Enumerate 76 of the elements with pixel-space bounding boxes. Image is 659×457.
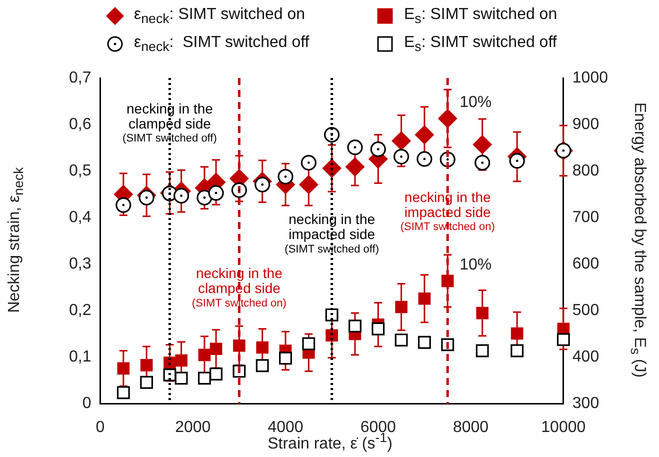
y-tick-label: 0,3 xyxy=(68,256,92,273)
point xyxy=(394,334,408,346)
point xyxy=(394,148,410,164)
y2-tick-label: 800 xyxy=(572,162,600,180)
point xyxy=(395,300,408,314)
point xyxy=(173,188,190,204)
x-tick-label: 0 xyxy=(96,418,105,436)
point xyxy=(256,359,269,372)
point xyxy=(438,108,458,128)
point xyxy=(138,190,154,206)
point xyxy=(416,151,432,167)
point xyxy=(476,344,489,358)
point xyxy=(510,327,524,340)
x-tick-label: 10000 xyxy=(541,418,586,436)
x-tick-label: 2000 xyxy=(175,418,211,436)
y2-tick-label: 1000 xyxy=(572,69,608,86)
point xyxy=(117,362,130,375)
point xyxy=(140,376,154,389)
point xyxy=(256,341,269,354)
point xyxy=(210,342,222,356)
point xyxy=(299,175,318,194)
annotation: necking in the impacted side (SIMT switched off) xyxy=(284,211,379,256)
point xyxy=(175,354,188,367)
point xyxy=(418,336,431,349)
point xyxy=(174,372,188,385)
point xyxy=(476,306,489,320)
point xyxy=(140,359,153,372)
annotation: necking in the clamped side (SIMT switched off) xyxy=(122,100,217,145)
point xyxy=(418,292,431,305)
point xyxy=(196,190,212,206)
point xyxy=(392,131,411,150)
point xyxy=(414,125,434,144)
x-tick-label: 8000 xyxy=(452,418,489,436)
point xyxy=(325,308,338,322)
legend-label: E$_{s}$: SIMT switched off xyxy=(404,34,557,54)
annotation: 10% xyxy=(460,256,492,274)
point xyxy=(233,339,246,352)
point xyxy=(509,153,525,169)
y-tick-label: 0,2 xyxy=(68,302,92,320)
point xyxy=(348,320,362,333)
point xyxy=(254,176,270,192)
x-tick-label: 4000 xyxy=(268,418,304,436)
point xyxy=(472,135,492,154)
point xyxy=(300,154,316,171)
y-tick-label: 0,5 xyxy=(68,162,92,180)
point xyxy=(370,141,386,158)
point xyxy=(345,157,364,176)
point xyxy=(556,333,570,346)
point xyxy=(279,352,292,365)
point xyxy=(510,344,524,358)
y-tick-label: 0,7 xyxy=(68,69,92,86)
y2-tick-label: 400 xyxy=(572,348,600,366)
point xyxy=(208,185,224,201)
y2-tick-label: 700 xyxy=(572,209,600,226)
point xyxy=(278,168,294,184)
point xyxy=(198,348,211,362)
legend-label: ε$_{neck}$: SIMT switched off xyxy=(134,34,310,54)
point xyxy=(372,322,385,336)
legend-label: ε$_{neck}$: SIMT switched on xyxy=(134,6,306,26)
y-tick-label: 0,1 xyxy=(68,348,92,366)
y2-tick-label: 300 xyxy=(572,395,600,412)
y-tick-label: 0 xyxy=(82,395,92,412)
y-tick-label: 0,4 xyxy=(68,209,92,226)
point xyxy=(326,329,338,342)
point xyxy=(474,154,490,171)
annotation: 10% xyxy=(460,94,492,111)
point xyxy=(322,158,342,178)
point xyxy=(347,140,363,156)
point xyxy=(116,197,132,213)
legend-label: E$_{s}$: SIMT switched on xyxy=(404,6,558,26)
y2-tick-label: 500 xyxy=(572,302,600,320)
y-tick-label: 0,6 xyxy=(68,116,92,133)
point xyxy=(302,337,316,350)
point xyxy=(116,386,130,400)
y2-tick-label: 900 xyxy=(572,116,600,133)
y2-tick-label: 600 xyxy=(572,256,600,273)
